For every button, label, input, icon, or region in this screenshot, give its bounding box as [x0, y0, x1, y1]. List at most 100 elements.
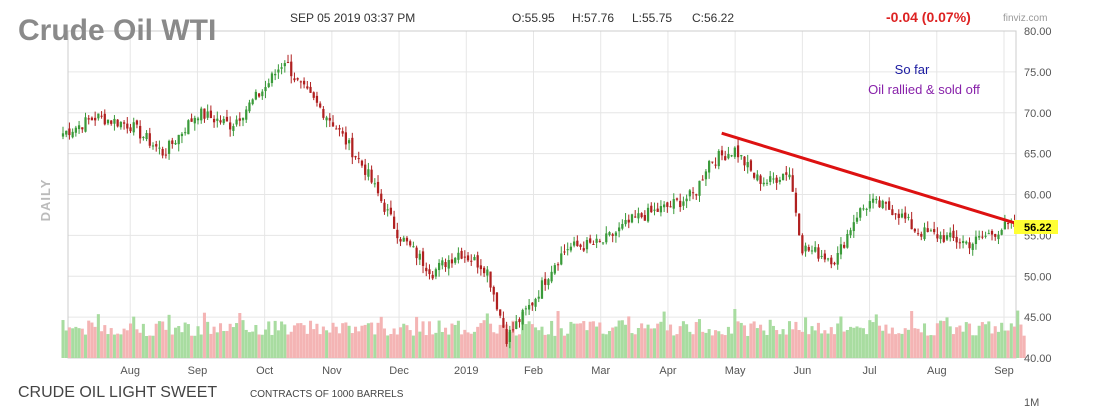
current-price-label: 56.22 — [1024, 222, 1052, 234]
candle-body — [364, 164, 367, 175]
volume-bar — [1000, 322, 1004, 358]
volume-bar — [119, 334, 123, 358]
volume-bar — [955, 327, 959, 358]
candle-body — [534, 298, 537, 307]
volume-bar — [656, 323, 660, 358]
volume-bar — [444, 327, 448, 358]
volume-bar — [903, 328, 907, 358]
candle-body — [290, 61, 293, 77]
candle-body — [177, 134, 180, 145]
candle-body — [907, 216, 910, 218]
x-tick-label: Mar — [591, 365, 610, 377]
candle-body — [283, 63, 286, 67]
candle-body — [219, 120, 222, 123]
candle-body — [955, 236, 958, 243]
volume-bar — [100, 331, 104, 358]
volume-bar — [440, 332, 444, 358]
volume-bar — [685, 324, 689, 358]
datetime-label: SEP 05 2019 03:37 PM — [290, 11, 415, 25]
candle-body — [495, 292, 499, 310]
volume-bar — [199, 334, 203, 358]
candle-body — [942, 235, 945, 242]
volume-bars — [61, 309, 1026, 358]
candle-body — [277, 69, 280, 73]
volume-bar — [164, 329, 168, 358]
candle-body — [846, 234, 849, 248]
candle-body — [65, 130, 68, 135]
volume-bar — [829, 327, 833, 358]
candle-body — [807, 246, 810, 251]
low-price: L:55.75 — [632, 11, 672, 25]
candle-body — [312, 92, 315, 98]
candle-body — [862, 208, 865, 210]
volume-bar — [778, 334, 782, 358]
x-axis-ticks: Aug Sep Oct Nov Dec 2019 Feb Mar Apr May Jun Jul Aug… — [120, 365, 1013, 377]
x-tick-label: Jun — [793, 365, 811, 377]
volume-bar — [852, 327, 856, 358]
candle-body — [267, 83, 270, 88]
candle-body — [216, 118, 219, 121]
volume-bar — [784, 334, 788, 358]
candle-body — [499, 309, 502, 316]
volume-bar — [951, 334, 955, 358]
volume-bar — [897, 333, 901, 358]
volume-bar — [331, 322, 335, 358]
candle-body — [656, 208, 659, 212]
candle-body — [113, 118, 116, 124]
candle-body — [315, 95, 319, 103]
candle-body — [839, 244, 843, 255]
volume-bar — [299, 323, 303, 358]
volume-bar — [742, 325, 747, 358]
candle-body — [158, 147, 161, 149]
instrument-name: CRUDE OIL LIGHT SWEET — [18, 384, 217, 401]
candle-body — [621, 224, 624, 229]
candle-body — [711, 161, 714, 163]
candle-body — [695, 194, 698, 196]
volume-bar — [180, 332, 184, 358]
candle-body — [518, 319, 521, 323]
volume-bar — [771, 325, 775, 358]
candle-body — [733, 147, 736, 157]
x-tick-label: Dec — [389, 365, 409, 377]
volume-bar — [669, 324, 673, 358]
candle-body — [415, 247, 418, 259]
candle-body — [672, 199, 675, 209]
candle-body — [544, 278, 547, 285]
volume-bar — [167, 314, 171, 358]
volume-bar — [251, 331, 255, 358]
volume-bar — [93, 326, 97, 358]
volume-bar — [797, 330, 801, 358]
volume-bar — [482, 320, 486, 358]
volume-bar — [386, 335, 390, 358]
candle-body — [669, 206, 672, 208]
candle-body — [618, 227, 621, 232]
candle-body — [319, 103, 322, 108]
candle-body — [646, 207, 650, 222]
candle-body — [135, 120, 139, 125]
x-tick-label: Nov — [322, 365, 342, 377]
candle-body — [81, 127, 84, 130]
volume-bar — [604, 334, 608, 358]
candle-body — [714, 164, 717, 166]
volume-bar — [775, 330, 779, 358]
volume-bar — [292, 325, 296, 358]
candle-body — [791, 175, 794, 192]
y-tick-label: 70.00 — [1024, 108, 1052, 120]
volume-bar — [839, 316, 843, 358]
volume-bar — [141, 323, 145, 358]
volume-bar — [572, 323, 576, 358]
volume-bar — [524, 324, 528, 358]
volume-bar — [495, 333, 499, 358]
volume-bar — [945, 317, 949, 358]
candle-body — [148, 133, 151, 146]
annotation-so-far: So far — [895, 62, 930, 77]
volume-bar — [238, 313, 242, 358]
candle-body — [945, 235, 949, 240]
candle-body — [164, 154, 167, 156]
candle-body — [579, 244, 582, 248]
candle-body — [437, 262, 441, 271]
volume-bar — [871, 322, 875, 358]
volume-bar — [61, 320, 65, 358]
candle-body — [61, 133, 65, 137]
volume-bar — [418, 331, 422, 358]
